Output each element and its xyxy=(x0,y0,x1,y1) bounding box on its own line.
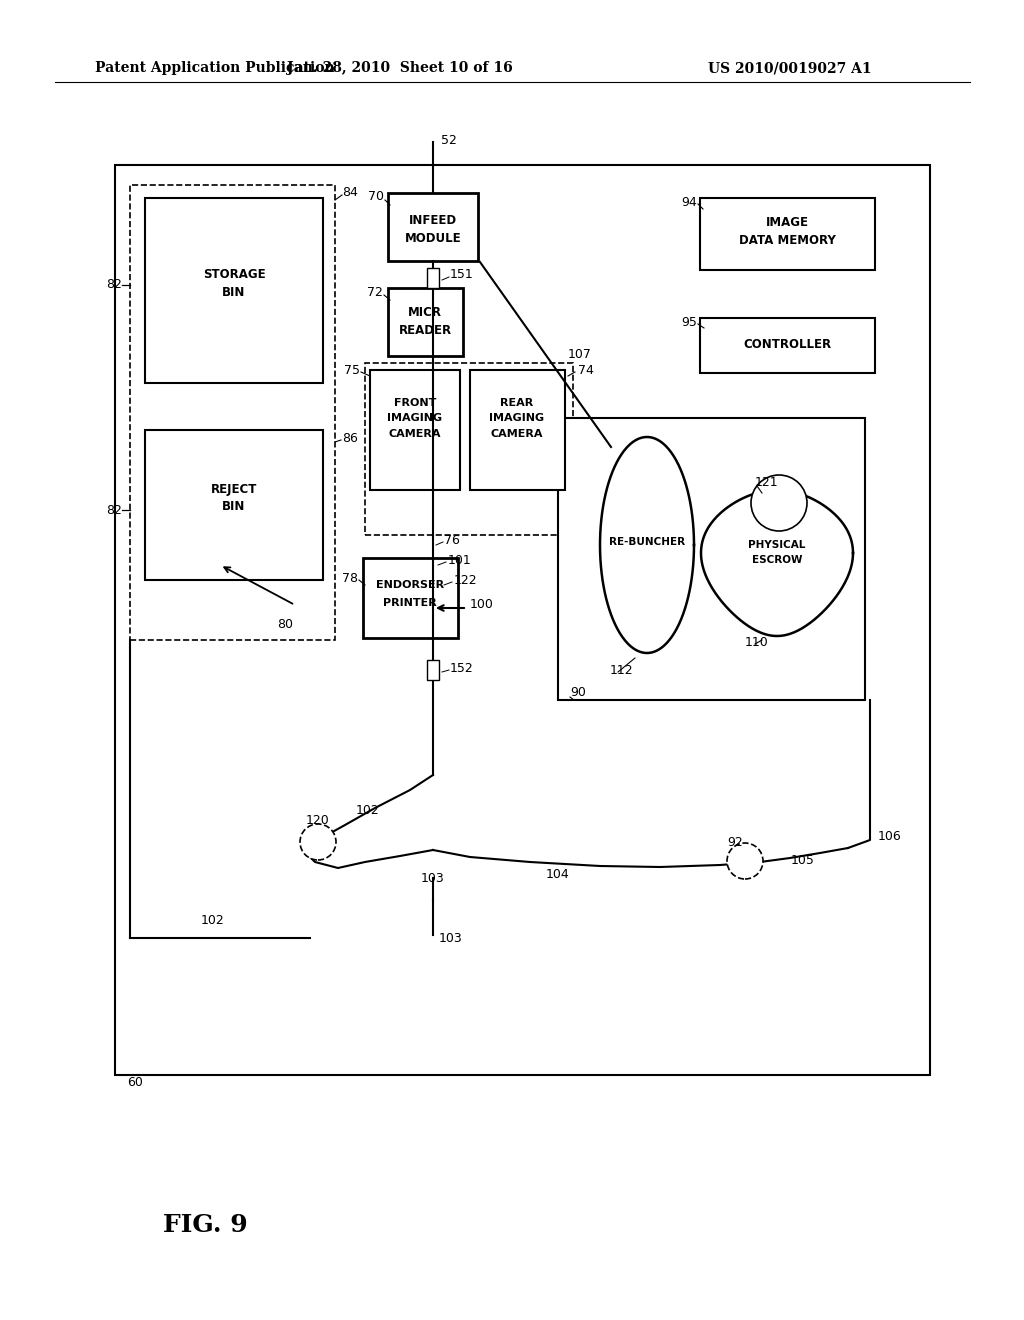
FancyBboxPatch shape xyxy=(115,165,930,1074)
Text: 152: 152 xyxy=(450,661,474,675)
Text: MICR: MICR xyxy=(408,305,442,318)
Text: 110: 110 xyxy=(745,635,769,648)
Text: 76: 76 xyxy=(444,533,460,546)
Text: ESCROW: ESCROW xyxy=(752,554,802,565)
Text: IMAGE: IMAGE xyxy=(766,215,809,228)
Text: 84: 84 xyxy=(342,186,357,198)
FancyBboxPatch shape xyxy=(388,193,478,261)
Text: 102: 102 xyxy=(201,913,225,927)
Text: 72: 72 xyxy=(368,286,383,300)
FancyBboxPatch shape xyxy=(427,660,439,680)
Text: REJECT: REJECT xyxy=(211,483,257,495)
Text: IMAGING: IMAGING xyxy=(489,413,545,422)
Text: MODULE: MODULE xyxy=(404,231,462,244)
Text: CAMERA: CAMERA xyxy=(389,429,441,440)
Text: 103: 103 xyxy=(439,932,463,945)
Text: 74: 74 xyxy=(578,363,594,376)
Text: 105: 105 xyxy=(792,854,815,866)
FancyBboxPatch shape xyxy=(700,318,874,374)
Text: Jan. 28, 2010  Sheet 10 of 16: Jan. 28, 2010 Sheet 10 of 16 xyxy=(287,61,513,75)
Text: 75: 75 xyxy=(344,363,360,376)
Text: 104: 104 xyxy=(546,869,570,882)
Text: 107: 107 xyxy=(568,348,592,362)
Text: INFEED: INFEED xyxy=(409,214,457,227)
Text: 86: 86 xyxy=(342,432,357,445)
Text: 103: 103 xyxy=(421,871,444,884)
FancyBboxPatch shape xyxy=(370,370,460,490)
FancyBboxPatch shape xyxy=(388,288,463,356)
Text: PHYSICAL: PHYSICAL xyxy=(749,540,806,550)
Text: 52: 52 xyxy=(441,133,457,147)
FancyBboxPatch shape xyxy=(145,198,323,383)
Text: CONTROLLER: CONTROLLER xyxy=(743,338,831,351)
Text: 80: 80 xyxy=(278,619,293,631)
Text: 121: 121 xyxy=(755,477,778,490)
Text: US 2010/0019027 A1: US 2010/0019027 A1 xyxy=(709,61,871,75)
Text: REAR: REAR xyxy=(501,399,534,408)
Text: BIN: BIN xyxy=(222,499,246,512)
FancyBboxPatch shape xyxy=(558,418,865,700)
Text: STORAGE: STORAGE xyxy=(203,268,265,281)
Circle shape xyxy=(300,824,336,861)
FancyBboxPatch shape xyxy=(130,185,335,640)
Text: RE-BUNCHER: RE-BUNCHER xyxy=(609,537,685,546)
Text: 112: 112 xyxy=(610,664,634,676)
Text: PRINTER: PRINTER xyxy=(383,598,437,609)
FancyBboxPatch shape xyxy=(700,198,874,271)
FancyBboxPatch shape xyxy=(145,430,323,579)
Text: FIG. 9: FIG. 9 xyxy=(163,1213,248,1237)
Text: 101: 101 xyxy=(449,553,472,566)
Text: 106: 106 xyxy=(878,829,902,842)
Text: 95: 95 xyxy=(681,315,697,329)
Text: 94: 94 xyxy=(681,195,697,209)
Text: 151: 151 xyxy=(450,268,474,281)
Text: 122: 122 xyxy=(454,573,477,586)
Text: IMAGING: IMAGING xyxy=(387,413,442,422)
Text: 60: 60 xyxy=(127,1076,143,1089)
Text: 100: 100 xyxy=(470,598,494,610)
Circle shape xyxy=(751,475,807,531)
Text: READER: READER xyxy=(398,323,452,337)
FancyBboxPatch shape xyxy=(362,558,458,638)
Text: ENDORSER: ENDORSER xyxy=(376,579,444,590)
FancyBboxPatch shape xyxy=(365,363,573,535)
Text: 102: 102 xyxy=(356,804,380,817)
Text: 82: 82 xyxy=(106,503,122,516)
Text: 70: 70 xyxy=(368,190,384,203)
Text: BIN: BIN xyxy=(222,285,246,298)
FancyBboxPatch shape xyxy=(427,268,439,288)
Text: FRONT: FRONT xyxy=(394,399,436,408)
Text: 120: 120 xyxy=(306,813,330,826)
Text: 78: 78 xyxy=(342,572,358,585)
Text: 90: 90 xyxy=(570,686,586,700)
Text: DATA MEMORY: DATA MEMORY xyxy=(738,234,836,247)
FancyBboxPatch shape xyxy=(470,370,565,490)
Text: CAMERA: CAMERA xyxy=(490,429,544,440)
Text: 92: 92 xyxy=(727,837,742,850)
Text: Patent Application Publication: Patent Application Publication xyxy=(95,61,335,75)
Text: 82: 82 xyxy=(106,279,122,292)
Circle shape xyxy=(727,843,763,879)
